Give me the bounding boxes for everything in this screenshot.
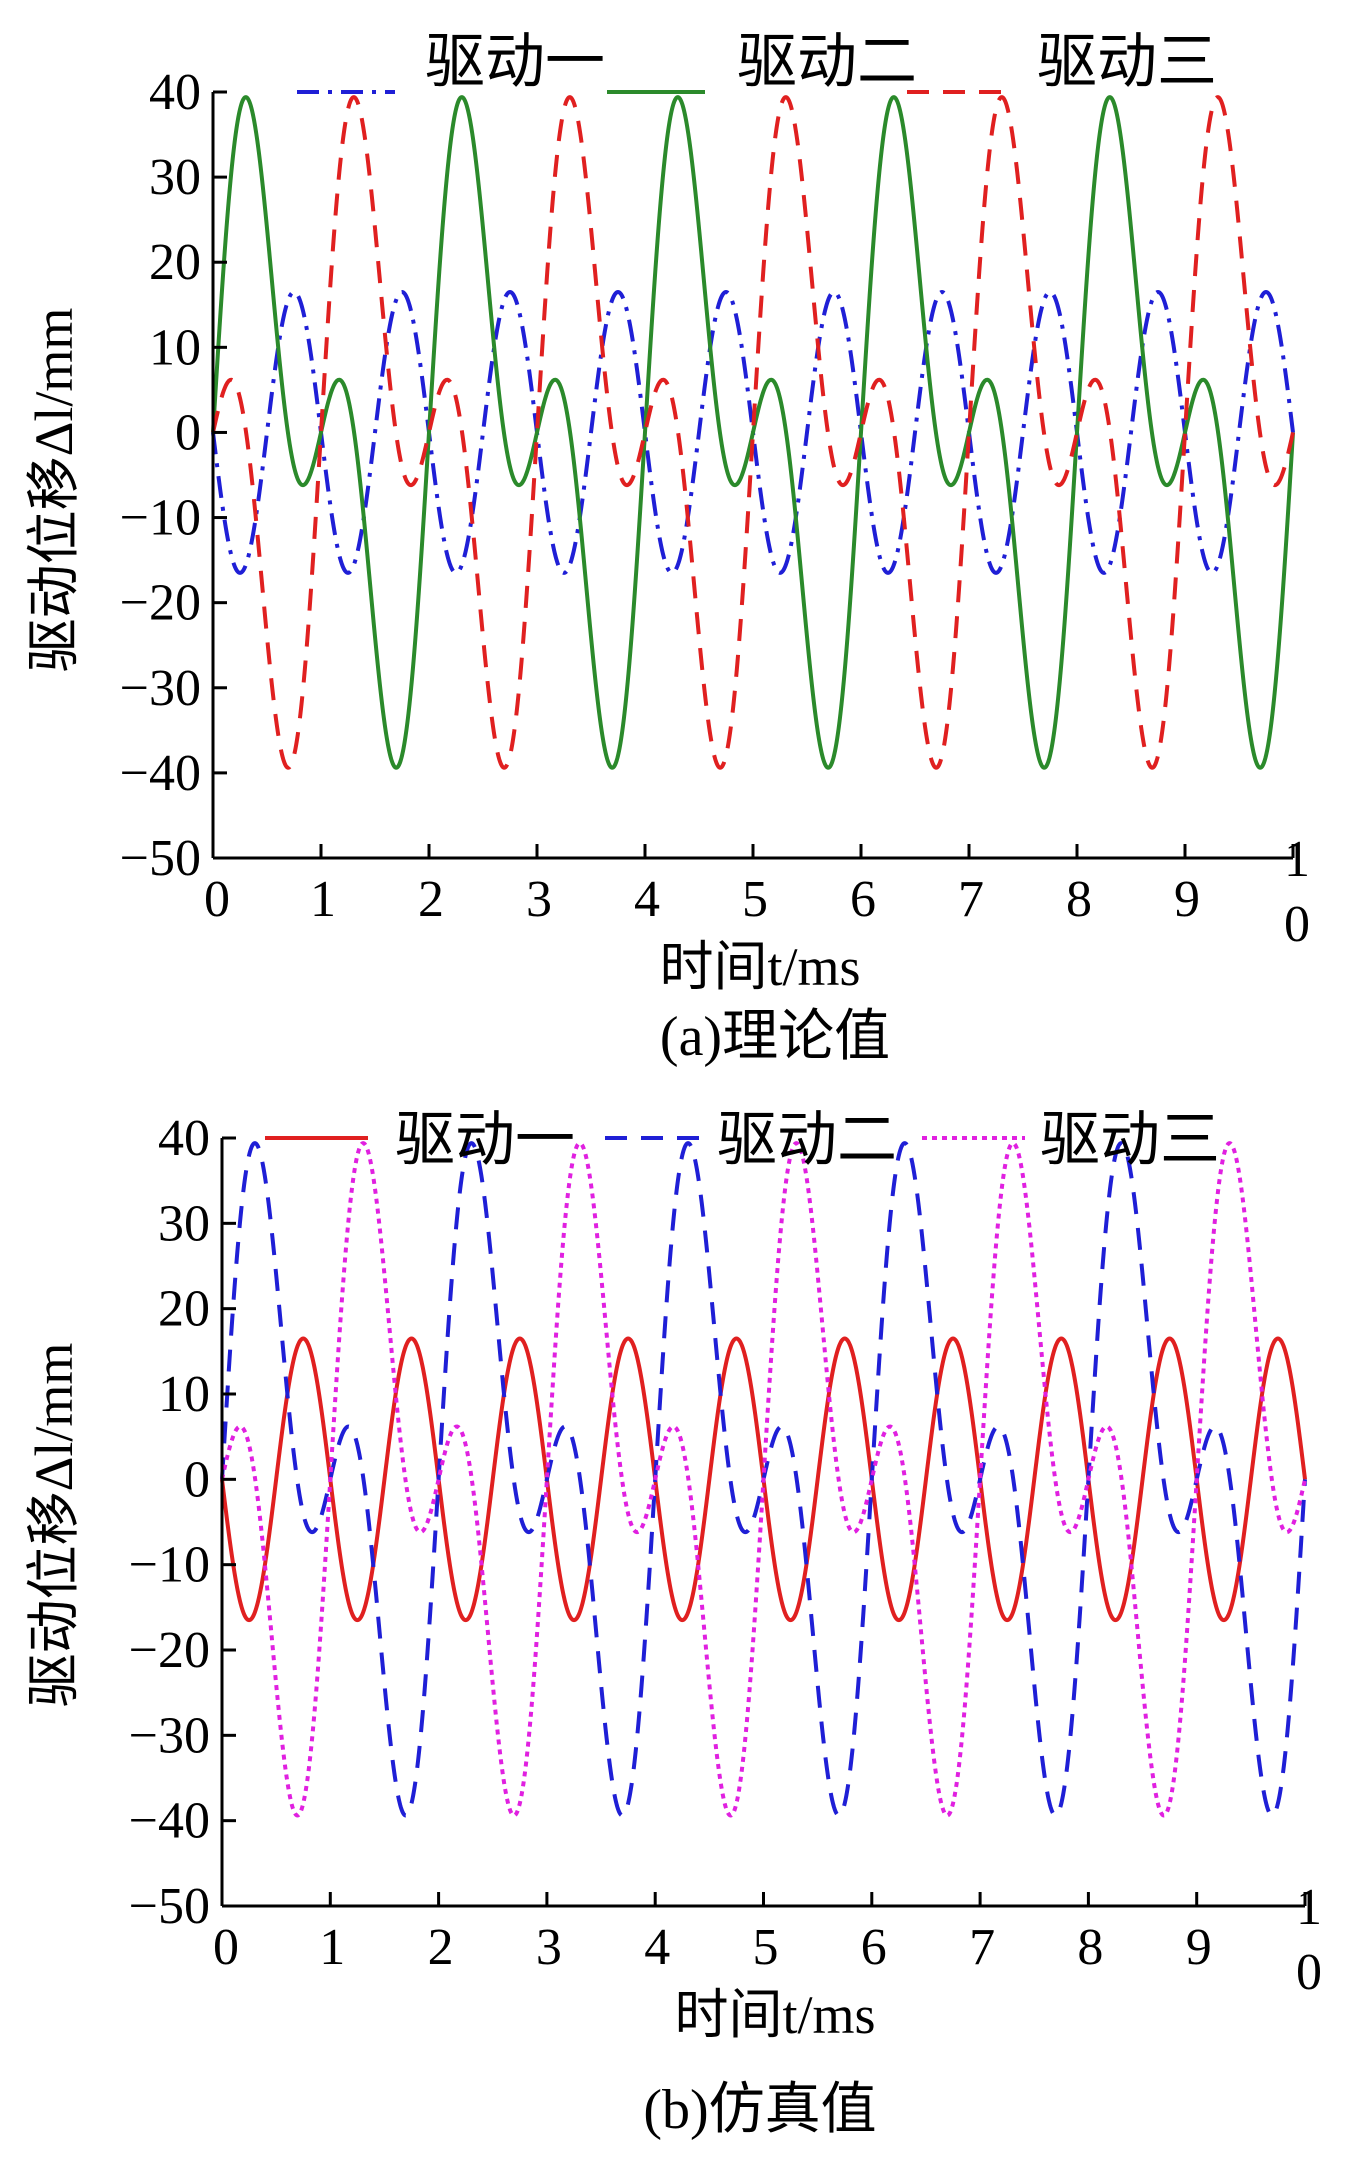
y-tick-label: 30 (158, 1195, 210, 1252)
x-tick-label: 0 (1284, 896, 1310, 953)
chart-a-xlabel: 时间t/ms (659, 937, 860, 997)
x-tick-label: 5 (742, 871, 768, 928)
y-tick-label: −50 (129, 1878, 210, 1935)
legend-a-label-2: 驱动二 (737, 29, 917, 95)
legend-b-label-3: 驱动三 (1040, 1107, 1220, 1173)
x-tick-label: 0 (1296, 1944, 1322, 2001)
x-tick-label: 2 (418, 871, 444, 928)
y-tick-label: 0 (175, 404, 201, 461)
x-tick-label: 9 (1174, 871, 1200, 928)
y-tick-label: 40 (158, 1110, 210, 1167)
x-tick-label: 0 (204, 871, 230, 928)
y-tick-label: 10 (149, 319, 201, 376)
y-tick-label: −50 (120, 830, 201, 887)
x-tick-label: 7 (958, 871, 984, 928)
x-tick-label: 3 (536, 1919, 562, 1976)
y-tick-label: −40 (120, 745, 201, 802)
chart-b-legend: 驱动一 驱动二 驱动三 (265, 1107, 1220, 1173)
x-tick-label: 1 (319, 1919, 345, 1976)
x-tick-label: 6 (850, 871, 876, 928)
legend-a-label-1: 驱动一 (425, 29, 605, 95)
legend-b-label-1: 驱动一 (395, 1107, 575, 1173)
legend-b-label-2: 驱动二 (717, 1107, 897, 1173)
chart-a-ylabel: 驱动位移Δl/mm (24, 308, 84, 673)
y-tick-label: 20 (149, 234, 201, 291)
y-tick-label: 20 (158, 1281, 210, 1338)
y-tick-label: −20 (120, 575, 201, 632)
series-a-2 (211, 95, 1295, 770)
x-tick-label: 4 (644, 1919, 670, 1976)
y-tick-label: −30 (120, 660, 201, 717)
chart-a-caption: (a)理论值 (660, 1006, 890, 1068)
x-tick-label: 8 (1066, 871, 1092, 928)
y-tick-label: −10 (120, 490, 201, 547)
series-b-3 (220, 1141, 1307, 1818)
x-tick-label: 0 (213, 1919, 239, 1976)
chart-a-legend: 驱动一 驱动二 驱动三 (297, 29, 1217, 95)
y-tick-label: 40 (149, 64, 201, 121)
x-tick-label: 8 (1077, 1919, 1103, 1976)
x-tick-label: 1 (1296, 1879, 1322, 1936)
x-tick-label: 9 (1186, 1919, 1212, 1976)
chart-b-ylabel: 驱动位移Δl/mm (24, 1343, 84, 1708)
y-tick-label: −10 (129, 1537, 210, 1594)
chart-b-caption: (b)仿真值 (643, 2079, 876, 2141)
x-tick-label: 1 (310, 871, 336, 928)
y-tick-label: 0 (184, 1451, 210, 1508)
x-tick-label: 2 (428, 1919, 454, 1976)
chart-a-series (211, 95, 1295, 770)
y-tick-label: 30 (149, 149, 201, 206)
y-tick-label: −20 (129, 1622, 210, 1679)
y-tick-label: −40 (129, 1793, 210, 1850)
x-tick-label: 5 (753, 1919, 779, 1976)
chart-b-series (220, 1141, 1307, 1818)
series-a-3 (211, 95, 1295, 770)
x-tick-label: 7 (969, 1919, 995, 1976)
y-tick-label: −30 (129, 1707, 210, 1764)
legend-a-label-3: 驱动三 (1037, 29, 1217, 95)
chart-b-xlabel: 时间t/ms (674, 1985, 875, 2045)
y-tick-label: 10 (158, 1366, 210, 1423)
x-tick-label: 6 (861, 1919, 887, 1976)
x-tick-label: 1 (1284, 831, 1310, 888)
x-tick-label: 3 (526, 871, 552, 928)
x-tick-label: 4 (634, 871, 660, 928)
